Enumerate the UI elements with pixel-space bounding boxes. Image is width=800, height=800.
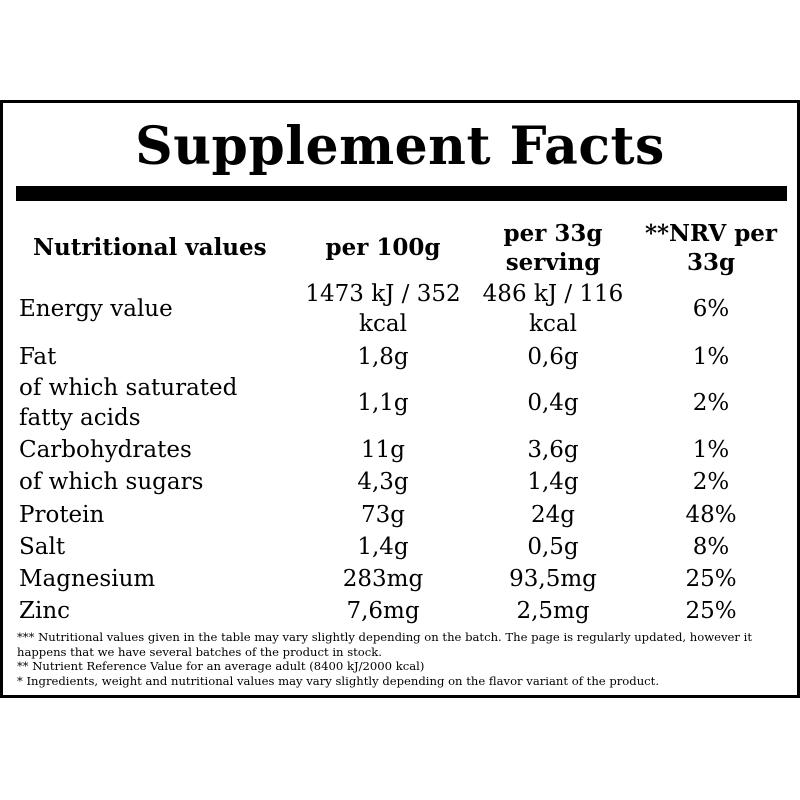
row-per-100g: 7,6mg (346, 598, 420, 624)
title-divider (16, 186, 787, 201)
header-nrv: **NRV per 33g (644, 220, 778, 276)
row-per-100g: 283mg (342, 566, 424, 592)
header-nutritional-values: Nutritional values (33, 234, 267, 261)
row-nrv: 25% (685, 598, 737, 624)
supplement-facts-panel: Supplement Facts Nutritional values per … (0, 100, 800, 698)
row-label: Energy value (19, 296, 173, 322)
footnotes: *** Nutritional values given in the tabl… (17, 630, 789, 688)
row-per-100g: 73g (361, 502, 405, 528)
row-label: Salt (19, 534, 66, 560)
row-nrv: 25% (685, 566, 737, 592)
footnote-nrv: ** Nutrient Reference Value for an avera… (17, 659, 425, 673)
row-per-serving: 0,5g (527, 534, 579, 560)
row-per-serving: 24g (531, 502, 575, 528)
row-nrv: 2% (692, 390, 730, 416)
row-per-serving: 1,4g (527, 469, 579, 495)
row-nrv: 8% (692, 534, 730, 560)
header-per-100g: per 100g (325, 234, 441, 261)
row-label: Carbohydrates (19, 437, 192, 463)
page-title: Supplement Facts (135, 116, 665, 177)
row-nrv: 1% (692, 344, 730, 370)
row-label: of which sugars (19, 469, 204, 495)
row-nrv: 2% (692, 469, 730, 495)
row-per-100g: 4,3g (357, 469, 409, 495)
row-nrv: 6% (692, 296, 730, 322)
row-per-serving: 0,4g (527, 390, 579, 416)
row-per-100g: 11g (361, 437, 405, 463)
row-per-serving: 486 kJ / 116 kcal (482, 281, 624, 337)
row-per-serving: 2,5mg (516, 598, 590, 624)
header-per-serving: per 33g serving (503, 220, 603, 276)
row-per-100g: 1,8g (357, 344, 409, 370)
row-per-serving: 3,6g (527, 437, 579, 463)
footnote-batch: *** Nutritional values given in the tabl… (17, 630, 752, 659)
row-per-100g: 1,4g (357, 534, 409, 560)
row-nrv: 48% (685, 502, 737, 528)
row-per-serving: 93,5mg (509, 566, 597, 592)
row-per-100g: 1,1g (357, 390, 409, 416)
row-nrv: 1% (692, 437, 730, 463)
row-label: Protein (19, 502, 105, 528)
row-per-100g: 1473 kJ / 352 kcal (305, 281, 461, 337)
row-label: Fat (19, 344, 57, 370)
row-label: Zinc (19, 598, 71, 624)
footnote-variant: * Ingredients, weight and nutritional va… (17, 673, 660, 688)
row-label: Magnesium (19, 566, 156, 592)
row-label: of which saturated fatty acids (19, 375, 238, 431)
row-per-serving: 0,6g (527, 344, 579, 370)
